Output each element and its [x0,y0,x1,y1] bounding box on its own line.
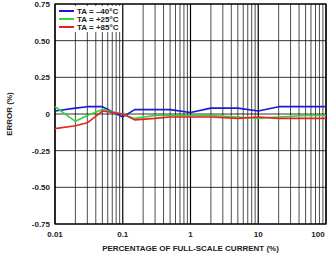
plot-area [55,4,326,224]
legend-swatch [59,10,74,12]
series-group [55,107,326,129]
y-tick-label: -0.25 [32,147,51,156]
y-grid-line [55,187,326,188]
series-line [55,111,326,129]
y-tick-label: -0.75 [32,220,51,229]
y-tick-label: -0.50 [32,183,51,192]
legend-box [58,6,122,32]
y-tick-label: 0.50 [34,37,50,46]
chart: -0.75 -0.50 -0.25 0 0.25 0.50 0.75 0.01 0.1 1 10 10… [0,0,331,256]
plot-frame [55,4,326,224]
x-tick-label: 0.1 [117,230,129,239]
x-tick-label: 10 [254,230,263,239]
x-tick-label: 0.01 [47,230,63,239]
y-grid-line [55,150,326,151]
x-tick-label: 100 [311,230,325,239]
x-tick-label: 1 [188,230,193,239]
legend-swatch [59,26,74,28]
y-tick-label: 0.25 [34,73,50,82]
y-tick-label: 0.75 [34,0,50,9]
y-tick-label: 0 [46,110,51,119]
legend-swatch [59,18,74,20]
legend: TA = –40°CTA = +25°CTA = +85°C [58,6,122,32]
y-grid-line [55,40,326,41]
y-axis-label: ERROR (%) [5,92,14,136]
y-grid-line [55,114,326,115]
x-axis-label: PERCENTAGE OF FULL-SCALE CURRENT (%) [102,244,279,253]
legend-label: TA = +85°C [77,23,119,32]
y-grid-line [55,77,326,78]
